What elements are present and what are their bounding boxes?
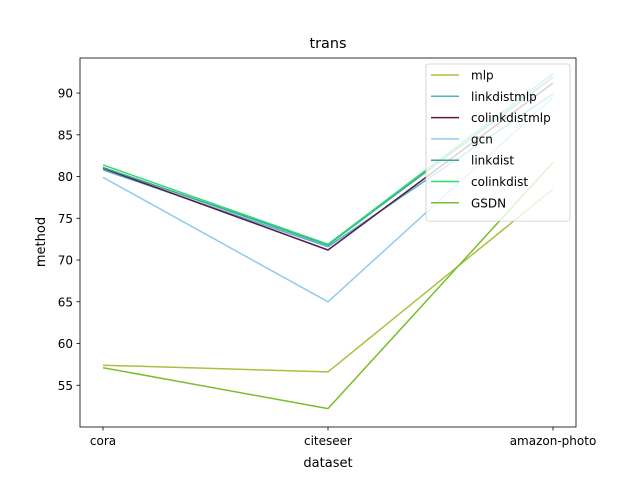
y-tick-label: 75 (58, 212, 73, 226)
legend-label-linkdist: linkdist (471, 154, 514, 168)
legend: mlp linkdistmlp colinkdistmlp gcn linkdist co… (425, 63, 571, 222)
data-point-colinkdist-1 (327, 243, 329, 245)
legend-label-linkdistmlp: linkdistmlp (471, 90, 537, 104)
data-point-mlp-0 (102, 364, 104, 366)
series-line-GSDN (102, 161, 554, 410)
data-point-gcn-0 (102, 177, 104, 179)
x-tick-label: citeseer (304, 434, 352, 448)
data-point-colinkdist-0 (102, 164, 104, 166)
x-axis-label: dataset (303, 456, 352, 471)
y-axis: 55 60 65 70 75 80 85 90 (58, 87, 80, 393)
y-tick-label: 90 (58, 87, 73, 101)
legend-label-colinkdist: colinkdist (471, 175, 528, 189)
data-point-GSDN-1 (327, 408, 329, 410)
y-tick-label: 65 (58, 295, 73, 309)
y-tick-label: 80 (58, 170, 73, 184)
data-point-linkdistmlp-0 (102, 169, 104, 171)
legend-label-GSDN: GSDN (471, 196, 506, 210)
data-point-colinkdistmlp-1 (327, 249, 329, 251)
y-tick-label: 60 (58, 337, 73, 351)
series-line-mlp (102, 188, 554, 373)
y-tick-label: 70 (58, 254, 73, 268)
y-tick-label: 85 (58, 128, 73, 142)
legend-label-mlp: mlp (471, 69, 494, 83)
y-axis-label: method (34, 217, 49, 267)
data-point-linkdist-0 (102, 167, 104, 169)
data-point-GSDN-0 (102, 367, 104, 369)
data-point-mlp-1 (327, 371, 329, 373)
x-tick-label: cora (90, 434, 116, 448)
legend-label-gcn: gcn (471, 132, 493, 146)
data-point-linkdistmlp-1 (327, 246, 329, 248)
x-axis: cora citeseer amazon-photo (90, 427, 596, 448)
legend-label-colinkdistmlp: colinkdistmlp (471, 111, 551, 125)
x-tick-label: amazon-photo (510, 434, 597, 448)
legend-box (425, 63, 571, 222)
y-tick-label: 55 (58, 379, 73, 393)
data-point-gcn-1 (327, 301, 329, 303)
chart-title: trans (310, 36, 347, 52)
